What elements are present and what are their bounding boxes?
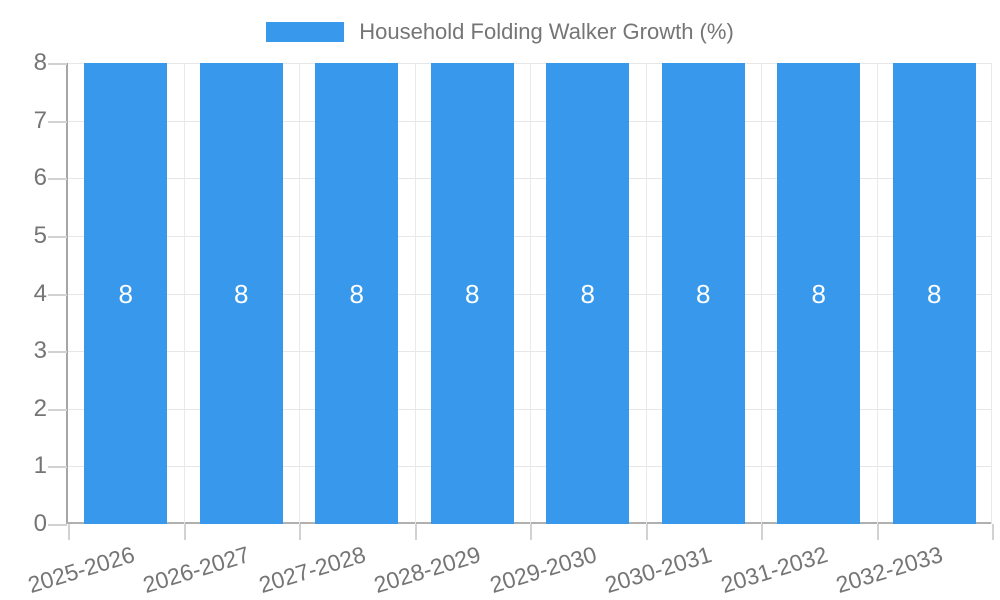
bar-value-label: 8 (118, 278, 133, 309)
bar: 8 (315, 63, 399, 524)
x-gridline (876, 63, 878, 524)
x-axis-tick (761, 524, 763, 540)
bar: 8 (84, 63, 168, 524)
x-axis-tick (414, 524, 417, 540)
bar-value-label: 8 (349, 278, 364, 309)
x-axis-tick (183, 524, 186, 540)
y-axis-tick (48, 351, 67, 354)
x-axis-tick (645, 524, 648, 540)
y-axis-tick-label: 6 (33, 164, 47, 192)
x-axis-tick-label: 2032-2033 (833, 541, 946, 599)
bar-value-label: 8 (580, 278, 595, 309)
x-axis-tick-label: 2027-2028 (255, 541, 369, 599)
y-axis-tick (48, 293, 67, 296)
bar: 8 (199, 63, 283, 524)
bar: 8 (777, 63, 861, 524)
bar-value-label: 8 (927, 278, 942, 309)
x-axis-tick-label: 2029-2030 (486, 541, 600, 599)
x-axis-tick (530, 524, 532, 540)
y-axis-tick (48, 178, 67, 181)
y-axis-tick (48, 235, 67, 238)
y-axis-tick (48, 63, 67, 65)
x-gridline (414, 63, 416, 524)
bar-value-label: 8 (696, 278, 711, 309)
y-axis-tick-label: 1 (33, 452, 47, 480)
x-axis-line (66, 522, 992, 524)
x-axis-tick-label: 2026-2027 (140, 541, 253, 599)
x-gridline (299, 63, 300, 524)
x-gridline (183, 63, 185, 524)
y-axis-line (66, 63, 68, 524)
y-axis-tick-label: 2 (33, 394, 47, 422)
x-gridline (991, 63, 992, 524)
x-gridline (761, 63, 762, 524)
plot-area: 8 8 8 8 8 8 8 8 (68, 63, 992, 524)
x-gridline (530, 63, 531, 524)
y-axis-tick-label: 3 (33, 337, 47, 365)
bar-value-label: 8 (811, 278, 826, 309)
x-axis-tick (992, 524, 994, 540)
y-axis-tick-label: 8 (33, 49, 47, 76)
y-axis-tick (48, 466, 67, 469)
x-axis-tick (299, 524, 301, 540)
x-axis-tick (68, 524, 70, 540)
y-axis-tick-label: 4 (33, 279, 47, 307)
bar-value-label: 8 (234, 278, 249, 309)
y-axis-tick (48, 120, 67, 123)
bar: 8 (546, 63, 630, 524)
bar: 8 (892, 63, 976, 524)
legend: Household Folding Walker Growth (%) (0, 19, 1000, 45)
x-axis-tick-label: 2031-2032 (717, 541, 831, 599)
bar: 8 (430, 63, 514, 524)
x-axis-tick-label: 2030-2031 (602, 541, 715, 599)
x-axis-tick (876, 524, 879, 540)
x-axis-tick-label: 2028-2029 (371, 541, 484, 599)
y-axis-tick (48, 524, 67, 526)
y-axis-tick-label: 7 (33, 106, 47, 134)
legend-label: Household Folding Walker Growth (%) (359, 19, 734, 44)
y-axis-tick-label: 0 (33, 510, 47, 537)
x-axis-tick-label: 2025-2026 (24, 541, 138, 599)
y-axis-tick-label: 5 (33, 221, 47, 249)
bar-value-label: 8 (465, 278, 480, 309)
bar: 8 (661, 63, 745, 524)
legend-swatch (266, 22, 345, 42)
y-axis-tick (48, 408, 67, 411)
x-gridline (645, 63, 647, 524)
